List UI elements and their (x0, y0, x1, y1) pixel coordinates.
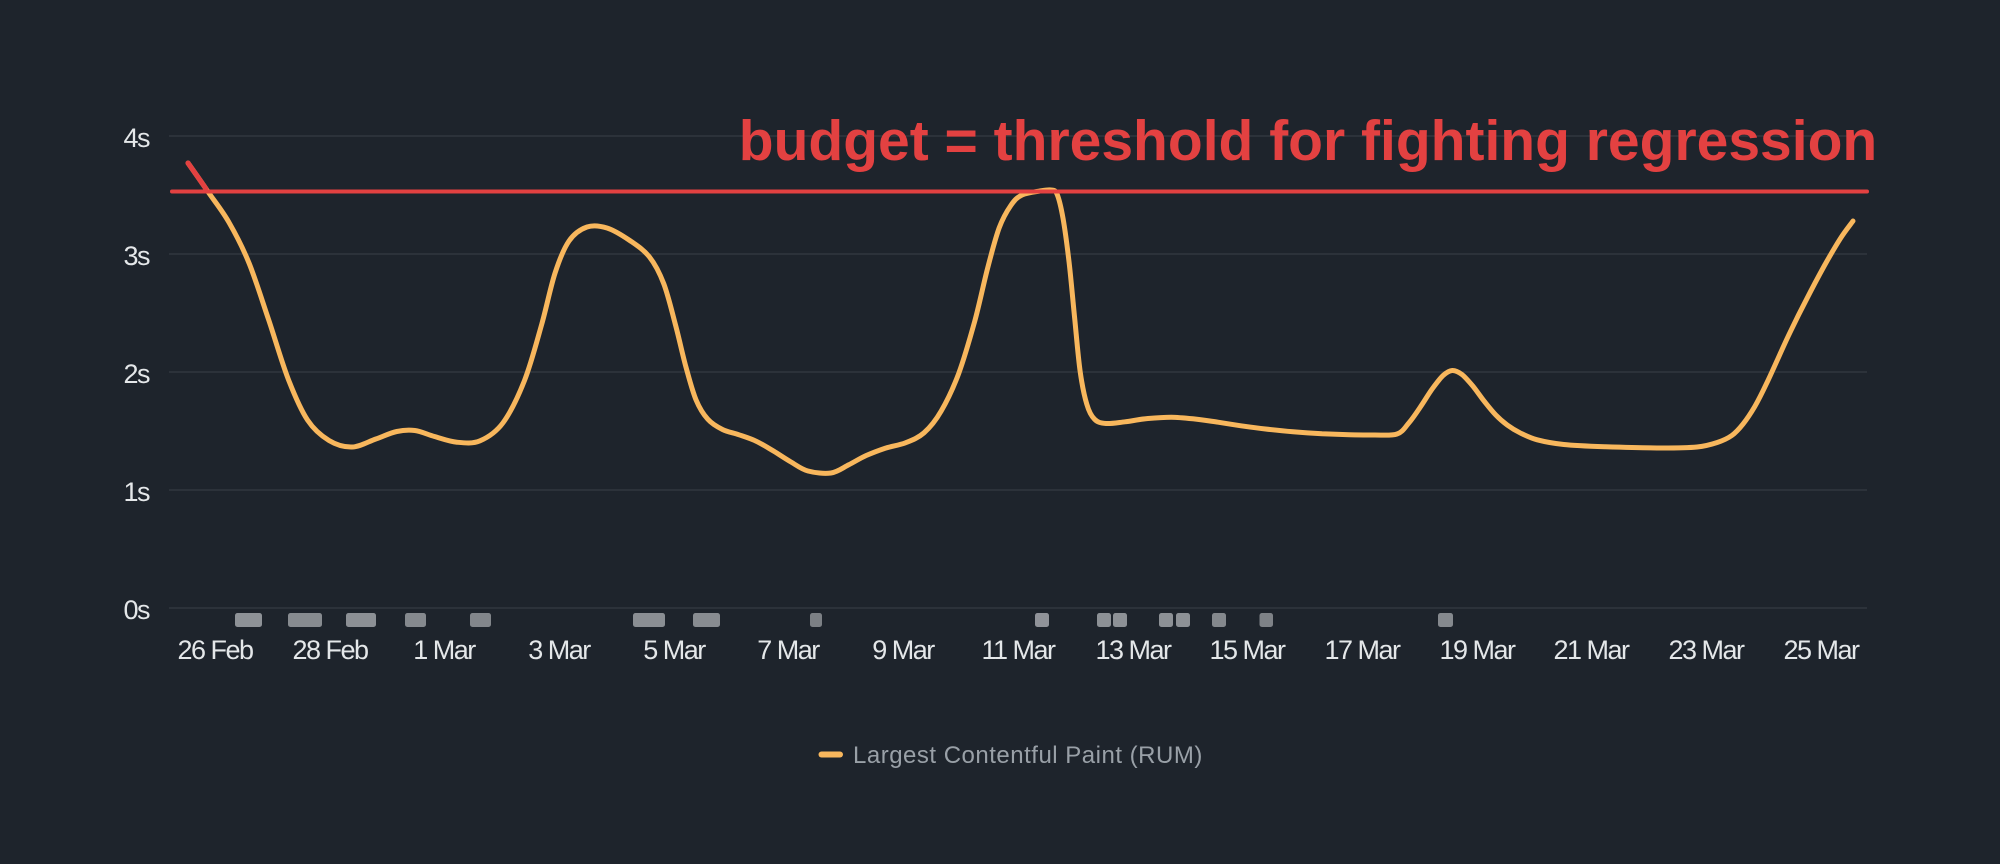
svg-text:15 Mar: 15 Mar (1209, 635, 1286, 665)
svg-text:17 Mar: 17 Mar (1324, 635, 1401, 665)
svg-text:26 Feb: 26 Feb (177, 635, 253, 665)
svg-text:Largest Contentful Paint (RUM): Largest Contentful Paint (RUM) (853, 742, 1203, 769)
svg-text:budget = threshold for fightin: budget = threshold for fighting regressi… (739, 109, 1877, 173)
svg-text:23 Mar: 23 Mar (1668, 635, 1745, 665)
svg-text:7 Mar: 7 Mar (757, 635, 820, 665)
svg-text:3s: 3s (123, 241, 150, 271)
svg-text:9 Mar: 9 Mar (872, 635, 935, 665)
svg-text:13 Mar: 13 Mar (1095, 635, 1172, 665)
svg-text:2s: 2s (123, 359, 150, 389)
svg-text:0s: 0s (123, 595, 150, 625)
svg-text:21 Mar: 21 Mar (1553, 635, 1630, 665)
svg-text:28 Feb: 28 Feb (292, 635, 368, 665)
svg-text:5 Mar: 5 Mar (643, 635, 706, 665)
svg-text:4s: 4s (123, 123, 150, 153)
svg-text:25 Mar: 25 Mar (1783, 635, 1860, 665)
svg-text:1s: 1s (123, 477, 150, 507)
svg-text:11 Mar: 11 Mar (981, 635, 1056, 665)
svg-text:3 Mar: 3 Mar (528, 635, 591, 665)
svg-text:19 Mar: 19 Mar (1439, 635, 1516, 665)
svg-text:1 Mar: 1 Mar (413, 635, 476, 665)
